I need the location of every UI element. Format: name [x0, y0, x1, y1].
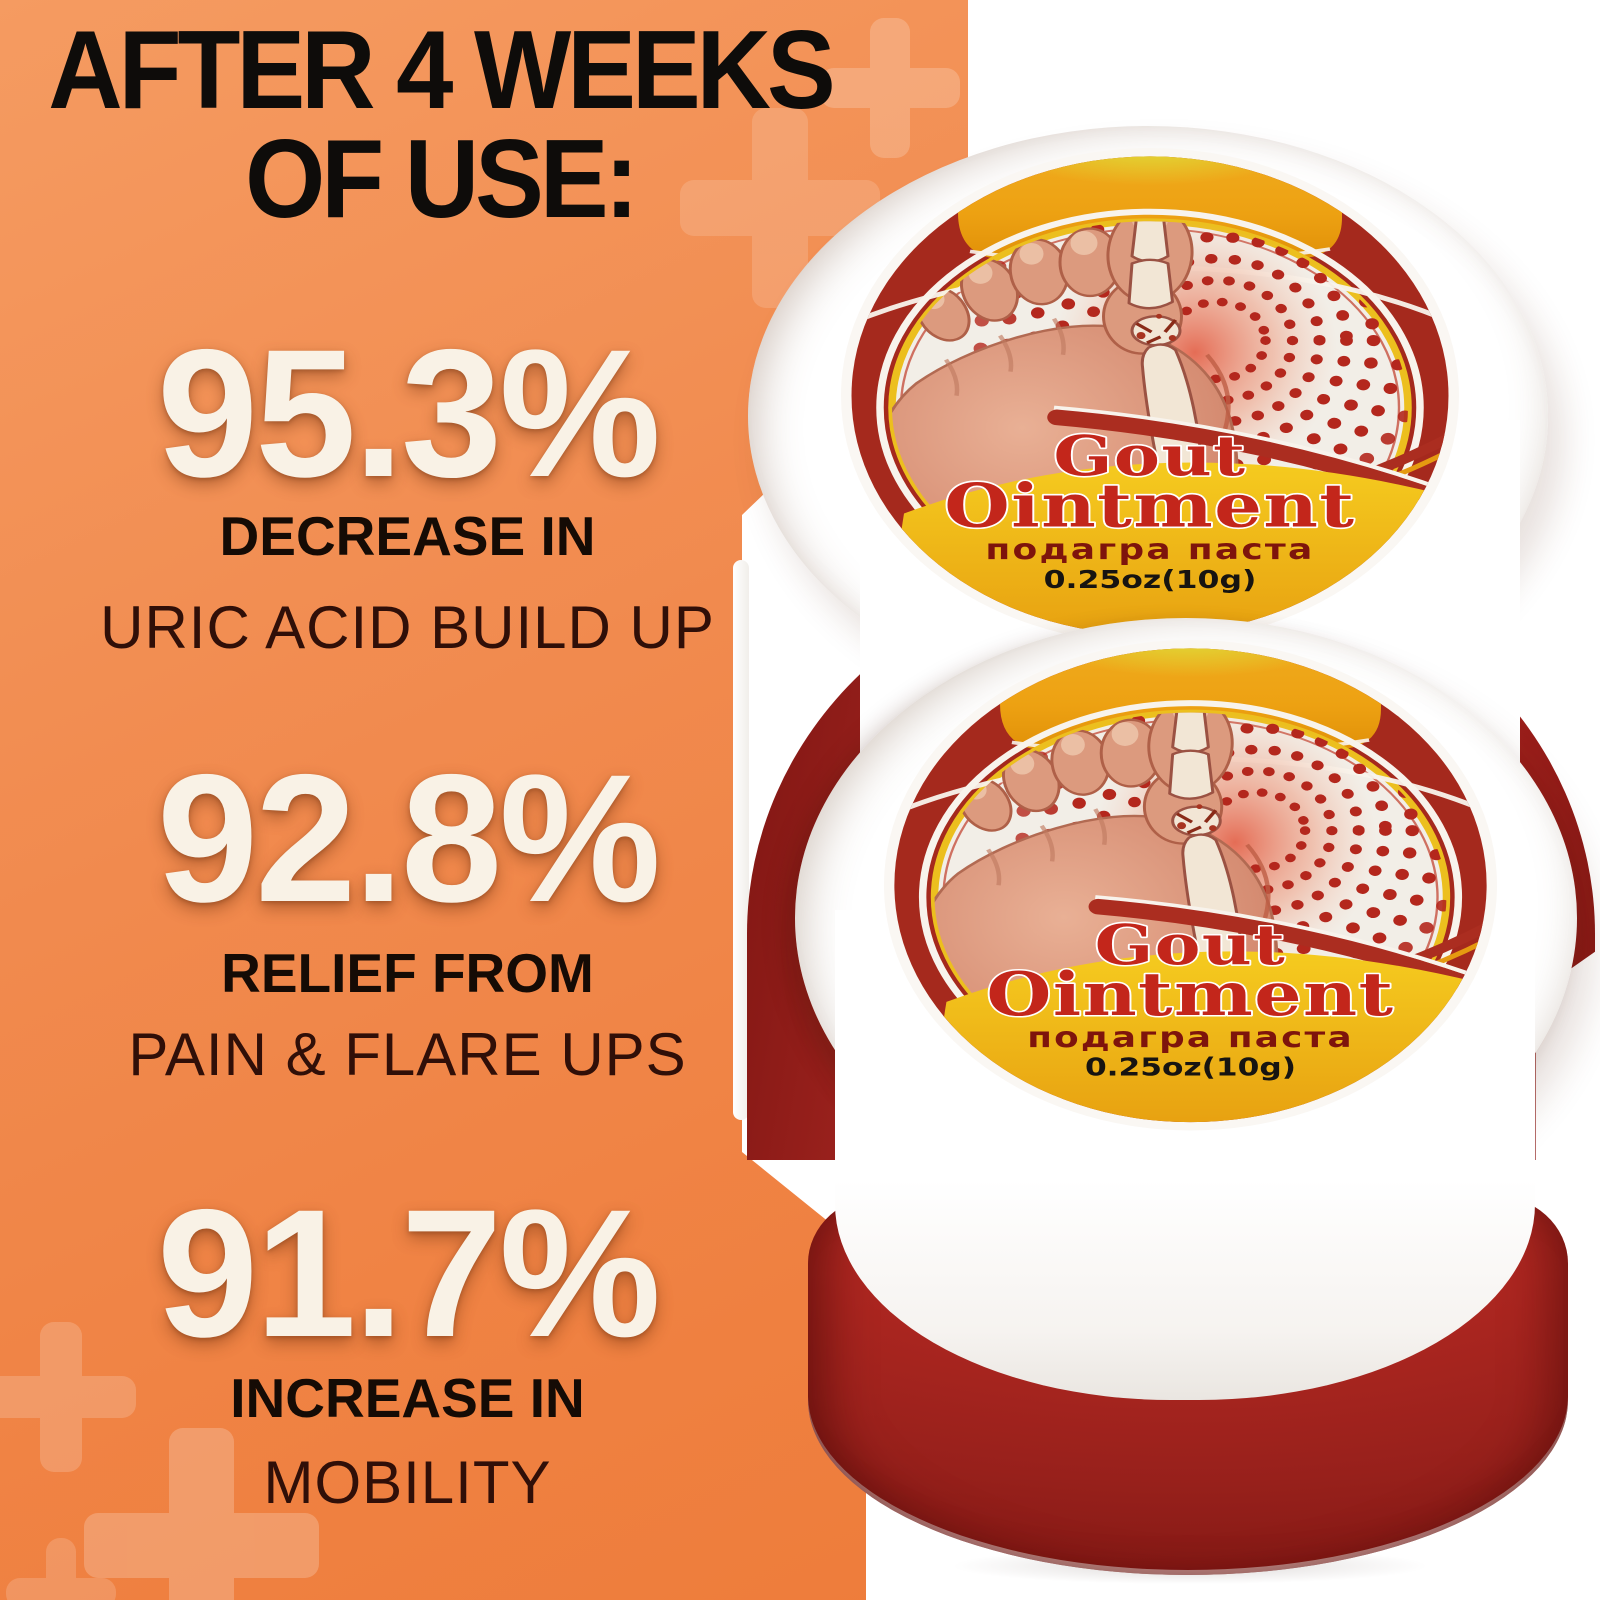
stat-subtitle-uric-acid: URIC ACID BUILD UP	[100, 594, 715, 661]
plus-icon	[820, 18, 960, 158]
stat-value-uric-acid: 95.3%	[156, 311, 661, 515]
product-name-line2: Ointment	[987, 959, 1395, 1029]
headline-line-1: AFTER 4 WEEKS	[48, 7, 836, 132]
stat-subtitle-pain-relief: PAIN & FLARE UPS	[128, 1021, 687, 1088]
product-net-weight: 0.25oz(10g)	[1085, 1053, 1296, 1082]
stat-value-pain-relief: 92.8%	[156, 736, 661, 940]
stat-title-mobility: INCREASE IN	[230, 1367, 585, 1429]
stat-title-uric-acid: DECREASE IN	[219, 505, 596, 567]
product-name-line2: Ointment	[944, 471, 1355, 542]
product-label-front: Gout Ointment подагра паста 0.25oz(10g)	[878, 640, 1503, 1140]
stat-subtitle-mobility: MOBILITY	[263, 1449, 552, 1516]
stat-value-mobility: 91.7%	[156, 1171, 661, 1375]
plus-icon	[6, 1538, 116, 1600]
plus-icon	[0, 1322, 136, 1472]
headline-line-2: OF USE:	[245, 116, 639, 241]
product-name-line1: Gout	[1095, 913, 1286, 977]
product-name-line1: Gout	[1054, 423, 1247, 488]
product-net-weight: 0.25oz(10g)	[1044, 565, 1257, 594]
product-subtitle-cyrillic: подагра паста	[985, 533, 1314, 567]
headline: AFTER 4 WEEKS OF USE:	[0, 7, 880, 241]
product-label-back: Gout Ointment подагра паста 0.25oz(10g)	[835, 148, 1465, 653]
plus-icon	[84, 1428, 319, 1600]
stat-title-pain-relief: RELIEF FROM	[221, 942, 594, 1004]
product-subtitle-cyrillic: подагра паста	[1027, 1021, 1354, 1055]
jar-rim-highlight	[733, 560, 749, 1120]
